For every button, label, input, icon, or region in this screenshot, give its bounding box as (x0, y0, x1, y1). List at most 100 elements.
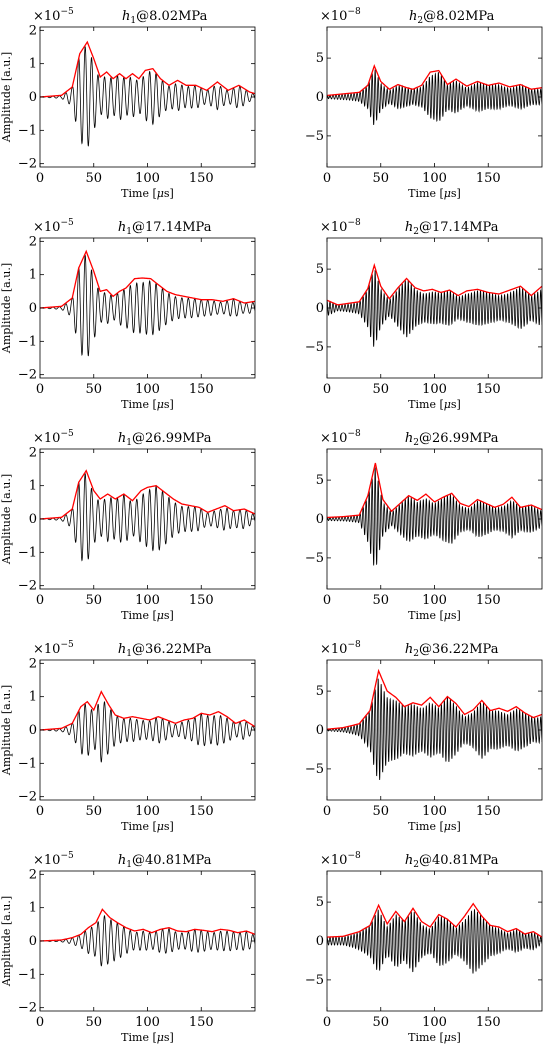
x-axis-label: Time [μs] (408, 398, 461, 411)
signal-line (327, 69, 542, 125)
y-tick-label: −2 (18, 790, 37, 805)
x-tick-label: 100 (422, 1015, 447, 1030)
y-tick-label: −5 (305, 129, 324, 144)
x-tick-label: 100 (422, 804, 447, 819)
envelope-line (327, 902, 542, 938)
plot-area (327, 668, 542, 781)
y-tick-label: −5 (305, 551, 324, 566)
x-tick-label: 150 (476, 171, 501, 186)
x-axis-label: Time [μs] (408, 187, 461, 200)
y-tick-label: 1 (29, 268, 37, 283)
x-tick-label: 0 (323, 1015, 331, 1030)
y-tick-label: 0 (29, 512, 37, 527)
panel-title: h2@36.22MPa (405, 642, 499, 659)
y-tick-label: 2 (29, 23, 37, 38)
exponent-label: ×10−5 (33, 429, 74, 446)
y-tick-label: 0 (316, 723, 324, 738)
y-tick-label: 2 (29, 867, 37, 882)
exponent-label: ×10−5 (33, 640, 74, 657)
envelope-line (327, 668, 542, 730)
x-tick-label: 50 (372, 382, 389, 397)
signal-line (327, 909, 542, 974)
panel-title: h1@36.22MPa (118, 642, 212, 659)
panel-title: h2@40.81MPa (405, 853, 499, 870)
y-tick-label: 0 (29, 90, 37, 105)
x-tick-label: 50 (85, 1015, 102, 1030)
x-tick-label: 100 (135, 593, 160, 608)
signal-line (327, 678, 542, 781)
signal-line (40, 253, 255, 357)
panel-title: h1@17.14MPa (118, 220, 212, 237)
x-tick-label: 50 (85, 804, 102, 819)
y-tick-label: 5 (316, 473, 324, 488)
x-tick-label: 50 (372, 1015, 389, 1030)
y-tick-label: 2 (29, 445, 37, 460)
y-tick-label: 0 (316, 90, 324, 105)
panel-4-1: −2 −1 0 1 2 0 50 100 150 Time [μs] Amplitude [a.u.… (0, 640, 256, 833)
exponent-label: ×10−5 (33, 851, 74, 868)
panel-title: h1@26.99MPa (118, 431, 212, 448)
x-axis-label: Time [μs] (408, 1031, 461, 1044)
plot-area (40, 469, 255, 562)
envelope-line (40, 40, 255, 98)
x-axis-label: Time [μs] (121, 820, 174, 833)
exponent-label: ×10−8 (320, 429, 361, 446)
x-tick-label: 150 (189, 382, 214, 397)
envelope-line (40, 690, 255, 731)
x-tick-label: 50 (85, 382, 102, 397)
y-tick-label: 1 (29, 901, 37, 916)
axes-frame (39, 870, 256, 1012)
y-tick-label: 5 (316, 51, 324, 66)
y-tick-label: −1 (18, 123, 37, 138)
x-axis-label: Time [μs] (121, 1031, 174, 1044)
exponent-label: ×10−8 (320, 640, 361, 657)
x-axis-label: Time [μs] (408, 609, 461, 622)
y-tick-label: 1 (29, 690, 37, 705)
x-tick-label: 100 (135, 171, 160, 186)
y-axis-label: Amplitude [a.u.] (0, 896, 13, 987)
x-axis-label: Time [μs] (121, 187, 174, 200)
exponent-label: ×10−5 (33, 218, 74, 235)
panel-title: h2@17.14MPa (405, 220, 499, 237)
axes-frame (39, 659, 256, 801)
y-tick-label: −1 (18, 334, 37, 349)
plot-area (327, 262, 542, 347)
panel-title: h2@8.02MPa (409, 9, 495, 26)
y-tick-label: 5 (316, 262, 324, 277)
x-axis-label: Time [μs] (121, 398, 174, 411)
signal-line (327, 467, 542, 566)
y-tick-label: 0 (316, 934, 324, 949)
x-tick-label: 150 (476, 1015, 501, 1030)
x-tick-label: 150 (189, 593, 214, 608)
y-tick-label: 2 (29, 234, 37, 249)
y-tick-label: 1 (29, 479, 37, 494)
y-tick-label: 0 (29, 934, 37, 949)
plot-area (40, 40, 255, 147)
signal-line (40, 45, 255, 147)
x-tick-label: 0 (36, 171, 44, 186)
x-tick-label: 100 (422, 171, 447, 186)
x-tick-label: 150 (476, 804, 501, 819)
y-axis-label: Amplitude [a.u.] (0, 263, 13, 354)
axes-frame (39, 26, 256, 168)
x-tick-label: 0 (36, 593, 44, 608)
envelope-line (327, 64, 542, 97)
y-tick-label: −2 (18, 157, 37, 172)
panel-2-1: −2 −1 0 1 2 0 50 100 150 Time [μs] Amplitude [a.u.… (0, 218, 256, 411)
signal-line (40, 701, 255, 763)
x-axis-label: Time [μs] (121, 609, 174, 622)
x-tick-label: 150 (189, 804, 214, 819)
signal-line (327, 269, 542, 347)
y-tick-label: 2 (29, 656, 37, 671)
exponent-label: ×10−8 (320, 851, 361, 868)
exponent-label: ×10−8 (320, 218, 361, 235)
y-tick-label: 1 (29, 57, 37, 72)
x-tick-label: 100 (135, 1015, 160, 1030)
signal-line (40, 472, 255, 562)
plot-area (327, 902, 542, 974)
